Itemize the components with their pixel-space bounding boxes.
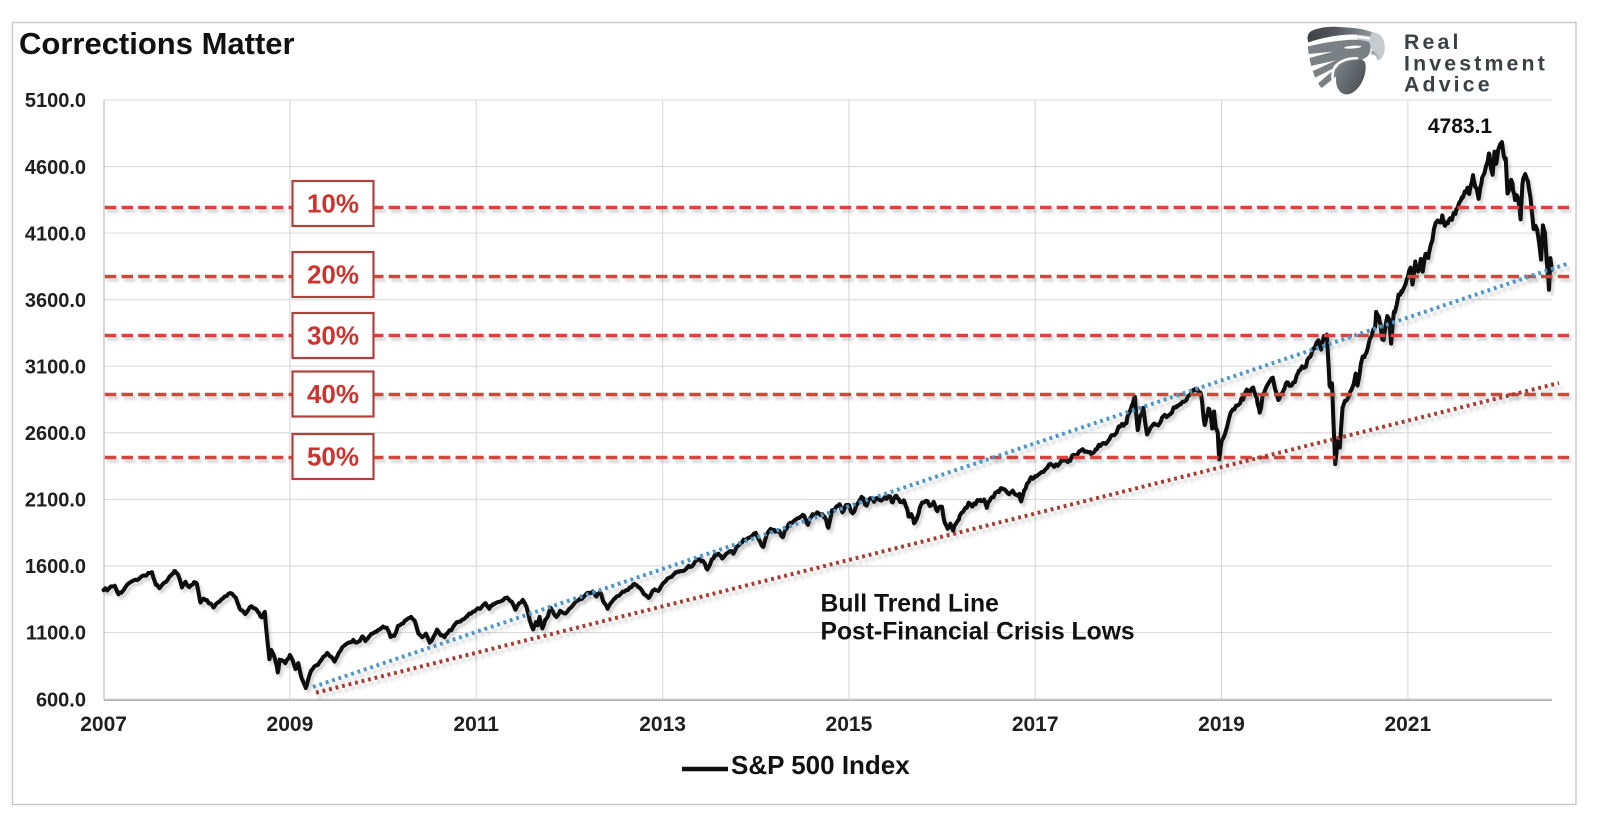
svg-text:4100.0: 4100.0 <box>25 223 86 245</box>
svg-text:3100.0: 3100.0 <box>25 356 86 378</box>
svg-text:2600.0: 2600.0 <box>25 423 86 445</box>
svg-text:2007: 2007 <box>80 713 127 736</box>
svg-text:1600.0: 1600.0 <box>25 556 86 578</box>
svg-text:2013: 2013 <box>639 713 686 736</box>
svg-text:4783.1: 4783.1 <box>1428 115 1493 138</box>
svg-text:4600.0: 4600.0 <box>25 157 86 179</box>
svg-text:10%: 10% <box>307 189 359 219</box>
svg-text:Bull Trend Line: Bull Trend Line <box>821 591 999 618</box>
svg-text:2017: 2017 <box>1012 713 1059 736</box>
svg-text:S&P 500 Index: S&P 500 Index <box>731 750 910 780</box>
svg-text:20%: 20% <box>307 260 359 290</box>
svg-text:2100.0: 2100.0 <box>25 490 86 512</box>
svg-text:Advice: Advice <box>1404 73 1493 97</box>
svg-text:Real: Real <box>1404 30 1462 54</box>
svg-text:2015: 2015 <box>826 713 873 736</box>
svg-text:40%: 40% <box>307 379 359 409</box>
svg-text:Post-Financial Crisis Lows: Post-Financial Crisis Lows <box>821 619 1135 646</box>
svg-text:1100.0: 1100.0 <box>26 623 86 645</box>
svg-text:5100.0: 5100.0 <box>25 90 86 112</box>
svg-text:30%: 30% <box>307 321 359 351</box>
svg-text:Investment: Investment <box>1404 51 1548 75</box>
svg-text:Corrections Matter: Corrections Matter <box>19 26 295 61</box>
svg-text:3600.0: 3600.0 <box>25 290 86 312</box>
svg-text:50%: 50% <box>307 442 359 472</box>
svg-text:2011: 2011 <box>453 713 499 736</box>
svg-text:2009: 2009 <box>267 713 314 736</box>
svg-text:2021: 2021 <box>1384 713 1431 736</box>
svg-text:600.0: 600.0 <box>36 689 86 711</box>
svg-text:2019: 2019 <box>1198 713 1245 736</box>
